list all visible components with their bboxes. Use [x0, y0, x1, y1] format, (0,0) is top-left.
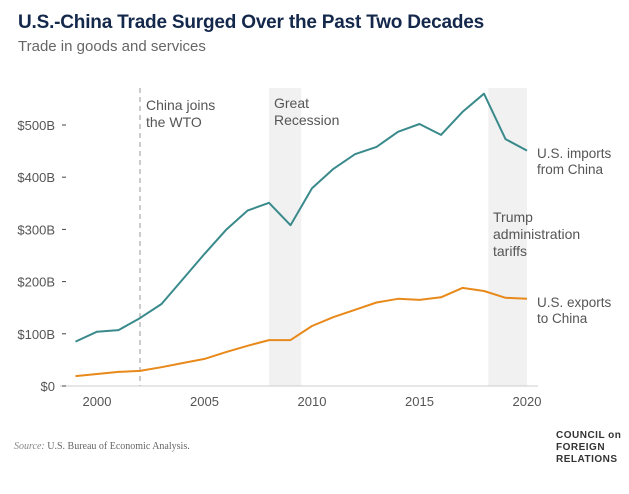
series-line-exports	[75, 286, 528, 378]
series-label: U.S. imports	[537, 146, 612, 161]
series-line-imports	[75, 92, 528, 343]
annotation-label: China joins	[146, 97, 215, 113]
shaded-band	[269, 88, 302, 386]
logo-line: FOREIGN	[556, 442, 606, 453]
y-tick-label: $500B	[17, 118, 55, 133]
cfr-logo: COUNCIL on FOREIGN RELATIONS	[556, 430, 621, 466]
x-tick-label: 2020	[513, 394, 542, 409]
annotation-label: Trump	[493, 209, 533, 225]
y-tick-label: $0	[41, 379, 55, 394]
series-label: U.S. exports	[537, 295, 612, 310]
series-label: from China	[537, 162, 604, 177]
shaded-band	[488, 88, 527, 386]
y-tick-label: $200B	[17, 275, 55, 290]
chart-subtitle: Trade in goods and services	[18, 38, 206, 55]
logo-line: RELATIONS	[556, 454, 618, 465]
chart-title: U.S.-China Trade Surged Over the Past Tw…	[18, 12, 485, 33]
x-tick-label: 2015	[405, 394, 434, 409]
x-tick-label: 2005	[190, 394, 219, 409]
series-label: to China	[537, 311, 588, 326]
logo-line: COUNCIL on	[556, 430, 622, 441]
annotation-label: Recession	[274, 112, 339, 128]
y-tick-label: $400B	[17, 170, 55, 185]
annotation-label: tariffs	[493, 243, 527, 259]
annotation-label: administration	[493, 226, 580, 242]
y-tick-label: $100B	[17, 327, 55, 342]
source-label: Source:	[14, 441, 45, 452]
source-note: Source: U.S. Bureau of Economic Analysis…	[14, 441, 190, 452]
x-tick-label: 2000	[83, 394, 112, 409]
source-text: U.S. Bureau of Economic Analysis.	[44, 441, 190, 452]
y-tick-label: $300B	[17, 222, 55, 237]
x-tick-label: 2010	[298, 394, 327, 409]
annotation-label: Great	[274, 95, 309, 111]
annotation-label: the WTO	[146, 114, 202, 130]
